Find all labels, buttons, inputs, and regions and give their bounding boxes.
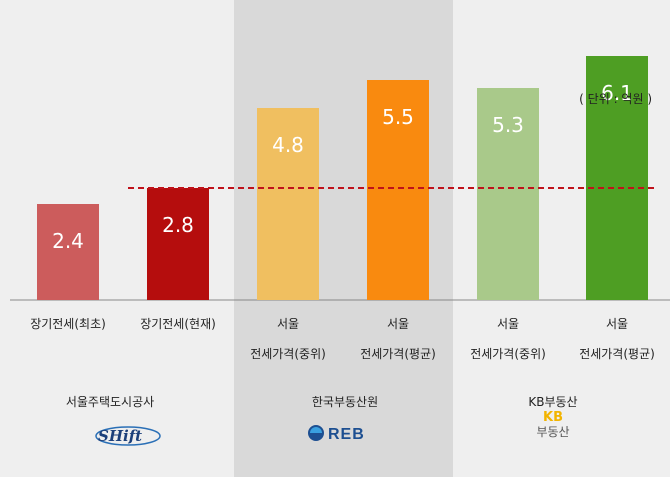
category-label-line: 전세가격(중위) [470, 347, 546, 361]
group-title-kb: KB부동산 [528, 395, 578, 409]
kb-logo: KB 부동산 [523, 410, 583, 440]
bar-value-label: 5.3 [492, 113, 524, 137]
shift-logo: SHift [95, 426, 161, 446]
category-label-line: 장기전세(최초) [30, 317, 106, 331]
category-label-line: 서울 [605, 317, 629, 331]
group-title-reb: 한국부동산원 [311, 395, 379, 409]
bar-value-label: 2.8 [162, 213, 194, 237]
reb-logo: REB [308, 425, 365, 443]
bar-value-label: 2.4 [52, 229, 84, 253]
reb-logo-text: REB [328, 426, 365, 443]
bar [477, 88, 539, 300]
unit-label: ( 단위 : 억원 ) [579, 92, 652, 106]
group-title-sh: 서울주택도시공사 [65, 395, 155, 409]
category-label: 장기전세(현재) [123, 313, 233, 335]
category-label-line: 전세가격(중위) [250, 347, 326, 361]
category-label: 장기전세(최초) [13, 313, 123, 335]
bar [367, 80, 429, 300]
shift-logo-text: SHift [98, 427, 142, 445]
kb-logo-letters: KB [543, 410, 563, 425]
kb-logo-words: 부동산 [536, 425, 570, 439]
bar [147, 188, 209, 300]
category-label-line: 서울 [496, 317, 520, 331]
category-label-line: 전세가격(평균) [360, 347, 436, 361]
bar-value-label: 5.5 [382, 105, 414, 129]
bar [586, 56, 648, 300]
bar-value-label: 6.1 [601, 81, 633, 105]
bar-value-label: 4.8 [272, 133, 304, 157]
category-label-line: 전세가격(평균) [579, 347, 655, 361]
category-label-line: 장기전세(현재) [140, 317, 216, 331]
bar [257, 108, 319, 300]
category-label-line: 서울 [276, 317, 300, 331]
bar [37, 204, 99, 300]
category-label-line: 서울 [386, 317, 410, 331]
